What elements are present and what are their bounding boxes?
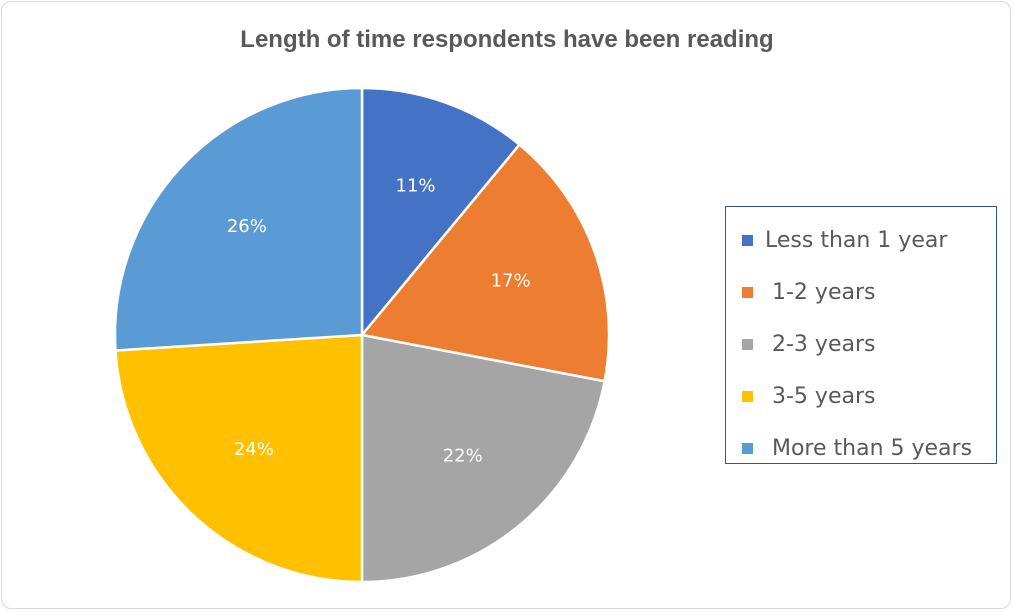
pie-slice-3-5-years xyxy=(114,333,364,584)
pie-slice-1-2-years xyxy=(360,143,611,383)
legend-item-1-2-years: 1-2 years xyxy=(742,279,875,305)
data-label: 24% xyxy=(234,439,274,460)
legend-item-less-than-1-year: Less than 1 year xyxy=(742,227,947,253)
chart-title: Length of time respondents have been rea… xyxy=(240,26,774,53)
legend-label: 1-2 years xyxy=(765,279,876,305)
data-label: 17% xyxy=(491,270,531,291)
pie-slice-less-than-1-year xyxy=(360,86,521,337)
legend-swatch xyxy=(742,390,753,402)
legend-label: 3-5 years xyxy=(765,383,876,409)
data-label: 11% xyxy=(396,175,436,196)
legend-item-more-than-5-years: More than 5 years xyxy=(742,435,972,461)
legend-swatch xyxy=(742,234,753,246)
legend: Less than 1 year 1-2 years 2-3 years 3-5… xyxy=(725,206,997,464)
data-label: 22% xyxy=(443,446,483,467)
legend-swatch xyxy=(742,442,753,454)
data-label: 26% xyxy=(227,216,267,237)
legend-swatch xyxy=(742,286,753,298)
legend-label: More than 5 years xyxy=(765,435,973,461)
pie-slice-2-3-years xyxy=(360,333,606,584)
legend-item-2-3-years: 2-3 years xyxy=(742,331,875,357)
legend-label: 2-3 years xyxy=(765,331,876,357)
legend-swatch xyxy=(742,338,753,350)
pie-slice-more-than-5-years xyxy=(113,86,364,352)
legend-item-3-5-years: 3-5 years xyxy=(742,383,875,409)
legend-label: Less than 1 year xyxy=(765,227,948,253)
